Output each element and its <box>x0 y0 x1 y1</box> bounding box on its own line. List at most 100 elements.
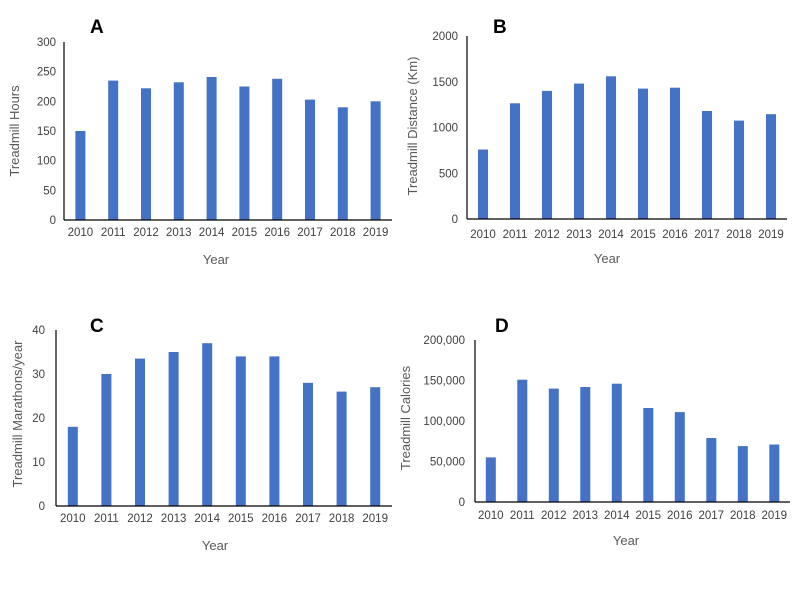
x-tick-label-c-2015: 2015 <box>228 513 254 525</box>
bar-a-2014 <box>206 77 217 220</box>
y-tick-label-b-1: 500 <box>439 168 458 180</box>
bars-a <box>75 77 381 220</box>
bar-a-2010 <box>75 131 86 220</box>
y-tick-label-a-5: 250 <box>37 67 56 79</box>
x-tick-label-d-2011: 2011 <box>510 510 535 522</box>
x-tick-label-c-2017: 2017 <box>295 513 321 525</box>
y-ticks-a: 0 50 100 150 200 250 300 <box>37 37 56 227</box>
y-tick-label-b-2: 1000 <box>432 123 458 135</box>
x-tick-label-a-2010: 2010 <box>68 227 94 239</box>
x-tick-label-b-2019: 2019 <box>758 229 784 241</box>
x-tick-label-b-2017: 2017 <box>694 229 720 241</box>
y-tick-label-c-2: 20 <box>32 413 45 425</box>
bar-a-2013 <box>173 82 184 220</box>
bar-c-2014 <box>202 343 213 506</box>
y-tick-label-a-3: 150 <box>37 126 56 138</box>
x-axis-label-c: Year <box>202 538 229 553</box>
x-tick-label-b-2012: 2012 <box>534 229 560 241</box>
y-axis-label-c: Treadmill Marathons/year <box>10 340 25 488</box>
x-tick-label-b-2015: 2015 <box>630 229 656 241</box>
y-tick-label-c-0: 0 <box>39 501 45 513</box>
x-tick-label-b-2011: 2011 <box>503 229 528 241</box>
y-axis-label-a: Treadmill Hours <box>7 85 22 177</box>
y-ticks-b: 0 500 1000 1500 2000 <box>432 31 458 226</box>
bar-d-2011 <box>517 379 528 502</box>
y-tick-label-c-3: 30 <box>32 369 45 381</box>
x-ticks-a: 2010 2011 2012 2013 2014 2015 2016 2017 2018 2019 <box>68 227 389 239</box>
y-ticks-d: 0 50,000 100,000 150,000 200,000 <box>423 335 465 509</box>
x-tick-label-c-2013: 2013 <box>161 513 187 525</box>
bar-c-2016 <box>269 356 280 506</box>
bar-c-2012 <box>135 358 145 506</box>
bar-c-2015 <box>235 356 246 506</box>
panel-label-a: A <box>90 17 104 38</box>
y-tick-label-a-1: 50 <box>43 185 56 197</box>
x-tick-label-b-2018: 2018 <box>726 229 752 241</box>
bar-a-2012 <box>141 88 151 220</box>
y-tick-label-a-4: 200 <box>37 96 56 108</box>
bar-c-2010 <box>67 426 78 506</box>
x-tick-label-b-2013: 2013 <box>566 229 592 241</box>
bar-c-2019 <box>370 387 381 506</box>
bar-a-2019 <box>370 101 381 220</box>
y-tick-label-d-4: 200,000 <box>423 335 465 347</box>
x-tick-label-d-2016: 2016 <box>667 510 693 522</box>
x-tick-label-c-2014: 2014 <box>194 513 220 525</box>
bar-d-2012 <box>548 388 559 502</box>
bar-d-2016 <box>674 412 685 502</box>
y-tick-label-a-6: 300 <box>37 37 56 49</box>
panel-label-c: C <box>90 316 104 337</box>
bar-b-2015 <box>638 88 648 219</box>
y-tick-label-d-0: 0 <box>459 497 465 509</box>
bar-c-2018 <box>336 391 347 506</box>
y-tick-label-b-0: 0 <box>452 214 458 226</box>
x-tick-label-c-2016: 2016 <box>262 513 288 525</box>
bar-d-2017 <box>706 438 717 502</box>
x-tick-label-a-2016: 2016 <box>264 227 290 239</box>
panel-label-b: B <box>493 17 507 38</box>
x-tick-label-b-2016: 2016 <box>662 229 688 241</box>
bar-d-2018 <box>737 446 748 502</box>
bar-a-2015 <box>239 86 250 220</box>
bar-b-2014 <box>606 76 616 219</box>
x-tick-label-b-2010: 2010 <box>470 229 496 241</box>
chart-c: C 0 10 20 30 40 2010 2011 2012 2013 2014 2015 2016… <box>10 316 392 553</box>
bars-c <box>67 343 381 506</box>
bar-c-2013 <box>168 352 179 506</box>
x-tick-label-a-2015: 2015 <box>232 227 258 239</box>
y-tick-label-c-4: 40 <box>32 325 45 337</box>
bar-b-2010 <box>478 149 488 219</box>
x-tick-label-a-2013: 2013 <box>166 227 192 239</box>
bars-b <box>478 76 776 220</box>
y-axis-label-b: Treadmill Distance (Km) <box>405 57 420 196</box>
bars-d <box>485 379 780 502</box>
bar-d-2014 <box>611 383 622 502</box>
x-axis-label-b: Year <box>594 251 621 266</box>
y-tick-label-b-4: 2000 <box>432 31 458 43</box>
x-tick-label-a-2012: 2012 <box>133 227 159 239</box>
y-tick-label-d-3: 150,000 <box>423 376 465 388</box>
x-tick-label-d-2014: 2014 <box>604 510 630 522</box>
x-tick-label-a-2018: 2018 <box>330 227 356 239</box>
x-tick-label-d-2018: 2018 <box>730 510 756 522</box>
x-ticks-c: 2010 2011 2012 2013 2014 2015 2016 2017 2018 2019 <box>60 513 388 525</box>
x-tick-label-a-2017: 2017 <box>297 227 323 239</box>
x-tick-label-b-2014: 2014 <box>598 229 624 241</box>
bar-d-2015 <box>643 408 654 502</box>
x-tick-label-a-2019: 2019 <box>363 227 389 239</box>
x-ticks-b: 2010 2011 2012 2013 2014 2015 2016 2017 2018 2019 <box>470 229 784 241</box>
bar-a-2017 <box>305 99 315 220</box>
x-tick-label-d-2012: 2012 <box>541 510 567 522</box>
x-tick-label-d-2013: 2013 <box>573 510 599 522</box>
bar-a-2016 <box>272 78 283 220</box>
bar-b-2012 <box>542 90 552 220</box>
bar-a-2011 <box>108 80 119 220</box>
bar-d-2013 <box>580 387 591 502</box>
x-tick-label-c-2010: 2010 <box>60 513 86 525</box>
bar-d-2019 <box>769 444 780 502</box>
y-tick-label-b-3: 1500 <box>432 77 458 89</box>
